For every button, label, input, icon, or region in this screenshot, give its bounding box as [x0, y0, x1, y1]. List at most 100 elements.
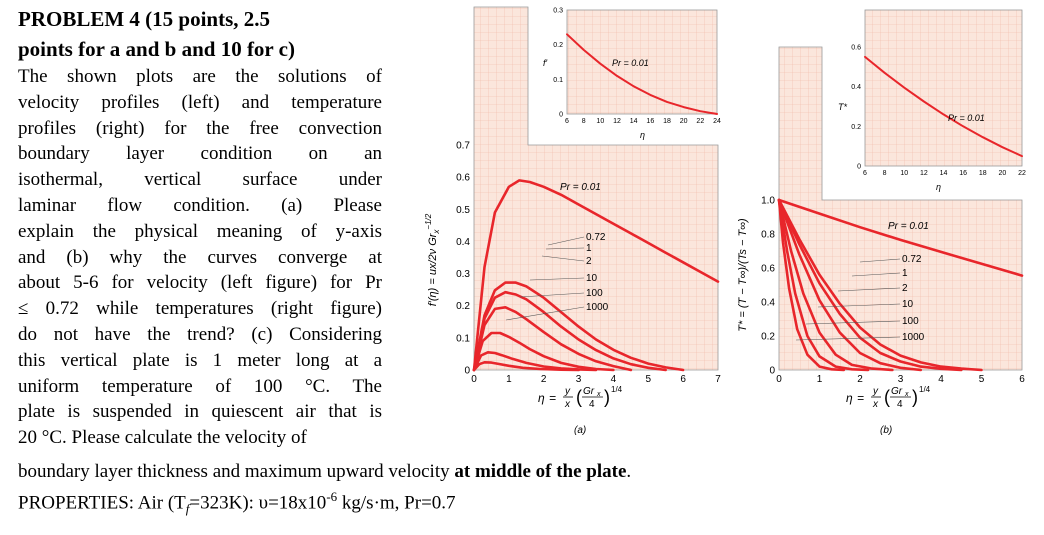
body-line-1: The shown plots are the solutions of — [18, 66, 382, 87]
legend-a-inset: Pr = 0.01 — [612, 58, 649, 68]
bottom-line-1-bold: at middle of the plate — [454, 461, 627, 482]
xtick-a-5: 5 — [646, 374, 652, 385]
xlabel-b-four: 4 — [897, 399, 903, 410]
body-line-13: uniform temperature of 100 °C. The — [18, 375, 382, 397]
xlabel-a-grsub: x — [596, 391, 601, 398]
problem-title: PROBLEM 4 (15 points, 2.5 points for a a… — [18, 4, 382, 64]
xlabel-b-gr: Gr — [891, 386, 903, 397]
properties-start: PROPERTIES: Air (T — [18, 492, 186, 514]
ytick-a-0.7: 0.7 — [456, 141, 470, 152]
leader-b-2 — [851, 272, 901, 277]
legend-a-5: 100 — [586, 288, 603, 299]
xlabel-a-gr: Gr — [583, 386, 595, 397]
legend-a-4: 10 — [586, 273, 598, 284]
xtick-a-inset-20: 20 — [680, 118, 688, 125]
series-b-4 — [777, 198, 894, 372]
bottom-text: boundary layer thickness and maximum upw… — [18, 459, 631, 521]
xtick-a-3: 3 — [576, 374, 582, 385]
legend-b-0: Pr = 0.01 — [888, 221, 929, 232]
leader-b-1 — [859, 258, 901, 263]
ylabel-a-f: f′ — [427, 300, 439, 306]
leader-a-6 — [505, 306, 585, 321]
xlabel-a-four: 4 — [589, 399, 595, 410]
ytick-a-0: 0 — [464, 366, 470, 377]
body-line-12: this vertical plate is 1 meter long at a — [18, 349, 382, 371]
legend-a-6: 1000 — [586, 302, 609, 313]
ytick-b-inset-0.4: 0.4 — [851, 84, 861, 91]
xtick-b-1: 1 — [817, 374, 823, 385]
panel-b-xlabel: η = y x ( Gr x 4 ) 1/4 — [846, 385, 931, 410]
xlabel-b-y: y — [872, 386, 879, 397]
xtick-b-inset-8: 8 — [883, 170, 887, 177]
xtick-b-6: 6 — [1019, 374, 1025, 385]
leader-b-4 — [817, 303, 901, 308]
xtick-a-6: 6 — [680, 374, 686, 385]
xtick-b-3: 3 — [898, 374, 904, 385]
ytick-a-inset-0: 0 — [559, 111, 563, 118]
series-b-1 — [777, 198, 983, 372]
ytick-a-0.1: 0.1 — [456, 333, 470, 344]
ytick-a-inset-0.2: 0.2 — [553, 42, 563, 49]
leader-a-2 — [545, 247, 585, 250]
xtick-a-inset-6: 6 — [565, 118, 569, 125]
legend-a-1: 0.72 — [586, 232, 606, 243]
xlabel-b-eq: = — [857, 391, 864, 405]
legend-b-2: 1 — [902, 268, 908, 279]
ytick-a-inset-0.1: 0.1 — [553, 77, 563, 84]
series-a-1 — [472, 281, 685, 372]
xlabel-a-quarter: 1/4 — [611, 385, 623, 394]
problem-text: PROBLEM 4 (15 points, 2.5 points for a a… — [18, 4, 382, 451]
ytick-b-inset-0: 0 — [857, 163, 861, 170]
xtick-a-inset-16: 16 — [646, 118, 654, 125]
ytick-a-0.4: 0.4 — [456, 237, 470, 248]
svg-text:(: ( — [576, 387, 582, 407]
xtick-b-inset-22: 22 — [1018, 170, 1026, 177]
xlabel-b-x: x — [872, 399, 879, 410]
body-line-8: and (b) why the curves converge at — [18, 246, 382, 268]
xtick-b-0: 0 — [776, 374, 782, 385]
leader-a-3 — [541, 255, 585, 262]
panel-b-label: (b) — [880, 425, 892, 436]
xtick-b-inset-18: 18 — [979, 170, 987, 177]
ytick-a-0.2: 0.2 — [456, 301, 470, 312]
svg-text:(: ( — [884, 387, 890, 407]
panel-b-background — [778, 46, 1023, 371]
ytick-b-inset-0.6: 0.6 — [851, 44, 861, 51]
legend-b-3: 2 — [902, 283, 908, 294]
xtick-b-inset-6: 6 — [863, 170, 867, 177]
ytick-a-inset-0.3: 0.3 — [553, 7, 563, 14]
bottom-line-1-plain: boundary layer thickness and maximum upw… — [18, 461, 455, 482]
svg-text:): ) — [604, 387, 610, 407]
inset-b-ylabel: T* — [838, 102, 847, 112]
xtick-a-1: 1 — [506, 374, 512, 385]
ytick-a-0.5: 0.5 — [456, 205, 470, 216]
leader-a-1 — [547, 236, 585, 246]
panel-a-ylabel: f′(η) = ux/2ν Grx−1/2 — [424, 213, 441, 306]
inset-a-ylabel: f′ — [543, 58, 548, 68]
series-a-3 — [472, 306, 633, 372]
legend-a-3: 2 — [586, 256, 592, 267]
xtick-b-4: 4 — [938, 374, 944, 385]
properties-rest: =323K): υ=18x10 — [189, 492, 327, 514]
legend-b-5: 100 — [902, 316, 919, 327]
inset-b-xlabel: η — [936, 182, 941, 192]
bottom-line-1-end: . — [626, 461, 632, 482]
ytick-b-0.2: 0.2 — [761, 332, 775, 343]
leader-a-5 — [519, 292, 585, 298]
ytick-b-0.4: 0.4 — [761, 298, 775, 309]
xtick-a-inset-8: 8 — [582, 118, 586, 125]
legend-a-0: Pr = 0.01 — [560, 182, 601, 193]
properties-line: PROPERTIES: Air (Tf=323K): υ=18x10-6 kg/… — [18, 484, 631, 521]
xtick-a-inset-12: 12 — [613, 118, 621, 125]
ytick-b-0.6: 0.6 — [761, 264, 775, 275]
series-a-inset-0 — [566, 33, 718, 115]
xlabel-b-grsub: x — [904, 391, 909, 398]
xtick-a-inset-22: 22 — [696, 118, 704, 125]
ytick-b-0.8: 0.8 — [761, 230, 775, 241]
xlabel-a-x: x — [564, 399, 571, 410]
xtick-a-inset-14: 14 — [630, 118, 638, 125]
legend-b-1: 0.72 — [902, 254, 922, 265]
xtick-a-inset-10: 10 — [596, 118, 604, 125]
series-b-inset-0 — [864, 55, 1023, 158]
bottom-line-1: boundary layer thickness and maximum upw… — [18, 459, 631, 484]
